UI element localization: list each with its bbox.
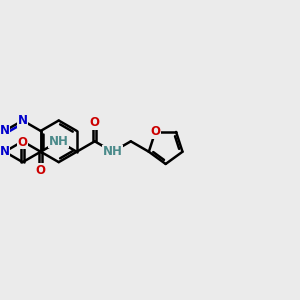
Text: NH: NH — [103, 145, 123, 158]
Text: O: O — [36, 164, 46, 177]
Text: NH: NH — [49, 135, 69, 148]
Text: N: N — [18, 114, 28, 127]
Text: O: O — [90, 116, 100, 129]
Text: N: N — [0, 145, 10, 158]
Text: N: N — [0, 124, 10, 137]
Text: O: O — [150, 125, 160, 138]
Text: O: O — [18, 136, 28, 149]
